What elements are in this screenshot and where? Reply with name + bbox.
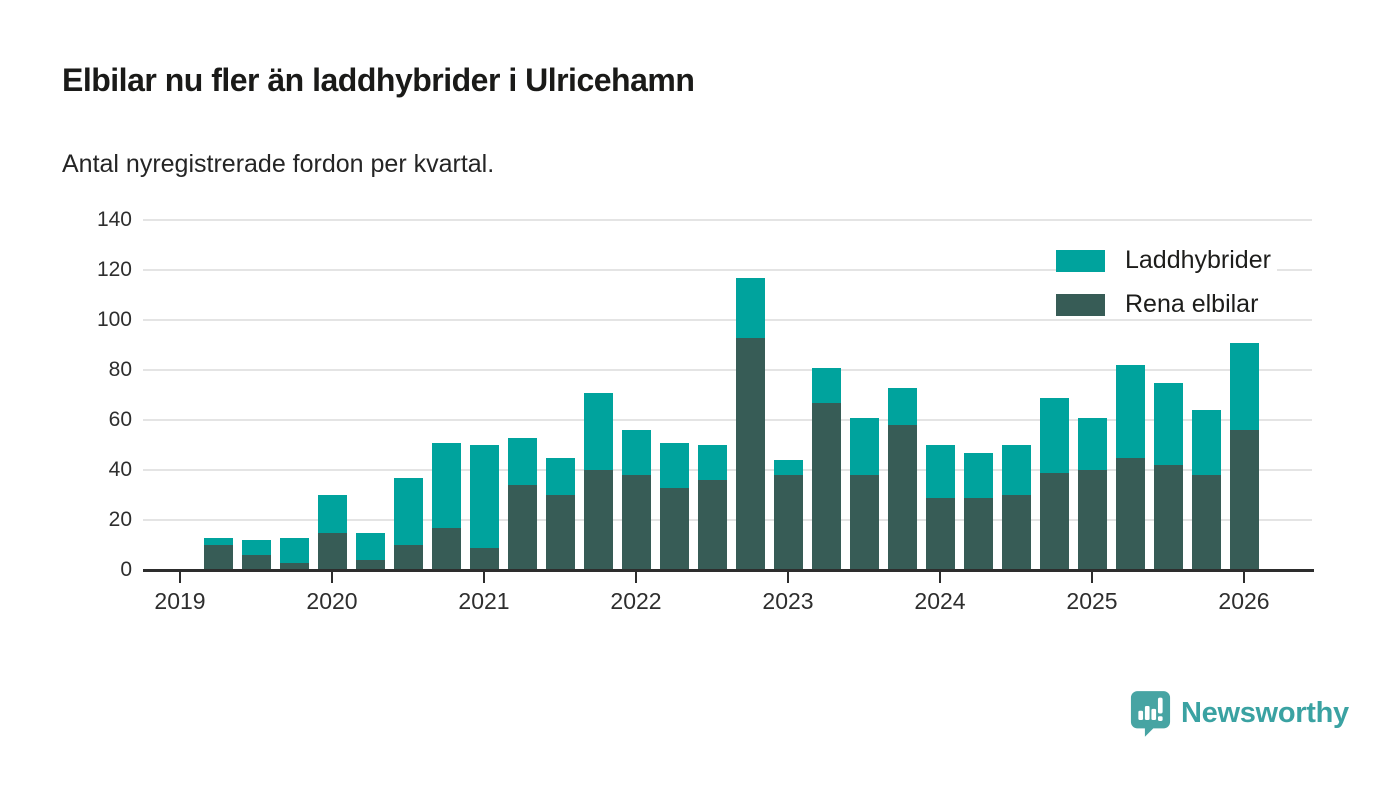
- bar-laddhybrider: [1154, 383, 1183, 466]
- x-axis-tick-label: 2022: [596, 588, 676, 615]
- bar-rena-elbilar: [622, 475, 651, 570]
- y-gridline: [143, 219, 1312, 221]
- bar-rena-elbilar: [736, 338, 765, 571]
- bar-laddhybrider: [432, 443, 461, 528]
- x-axis-tick: [787, 572, 789, 583]
- y-axis-tick-label: 40: [60, 459, 132, 480]
- bar-rena-elbilar: [204, 545, 233, 570]
- y-axis-tick-label: 80: [60, 359, 132, 380]
- bar-rena-elbilar: [432, 528, 461, 571]
- legend-item-rena-elbilar: Rena elbilar: [1056, 290, 1277, 319]
- x-axis-tick: [635, 572, 637, 583]
- rena-elbilar-swatch-icon: [1056, 294, 1105, 316]
- bar-laddhybrider: [926, 445, 955, 498]
- x-axis-tick-label: 2024: [900, 588, 980, 615]
- bar-laddhybrider: [1192, 410, 1221, 475]
- chart-card: Elbilar nu fler än laddhybrider i Ulrice…: [0, 0, 1400, 793]
- bar-laddhybrider: [1230, 343, 1259, 431]
- bar-rena-elbilar: [698, 480, 727, 570]
- x-axis-tick-label: 2025: [1052, 588, 1132, 615]
- bar-laddhybrider: [356, 533, 385, 561]
- x-axis-tick: [939, 572, 941, 583]
- bar-laddhybrider: [622, 430, 651, 475]
- x-axis-tick-label: 2023: [748, 588, 828, 615]
- x-axis-tick: [331, 572, 333, 583]
- x-axis-tick: [179, 572, 181, 583]
- bar-rena-elbilar: [1192, 475, 1221, 570]
- bar-rena-elbilar: [508, 485, 537, 570]
- plot-area: 0 20 40 60 80 100 120 140 2019 2020 2021 2022 2023 20…: [0, 0, 1400, 793]
- x-axis-tick-label: 2020: [292, 588, 372, 615]
- bar-laddhybrider: [1002, 445, 1031, 495]
- y-axis-tick-label: 140: [60, 209, 132, 230]
- bar-laddhybrider: [660, 443, 689, 488]
- bar-laddhybrider: [850, 418, 879, 476]
- bar-laddhybrider: [964, 453, 993, 498]
- newsworthy-logo: Newsworthy: [1130, 690, 1349, 737]
- x-axis-tick-label: 2021: [444, 588, 524, 615]
- bar-laddhybrider: [242, 540, 271, 555]
- bar-rena-elbilar: [926, 498, 955, 571]
- x-axis-tick: [483, 572, 485, 583]
- bar-rena-elbilar: [888, 425, 917, 570]
- x-axis-line: [143, 569, 1314, 572]
- legend-label: Laddhybrider: [1125, 246, 1277, 275]
- bar-laddhybrider: [470, 445, 499, 548]
- bar-rena-elbilar: [394, 545, 423, 570]
- bar-rena-elbilar: [1230, 430, 1259, 570]
- x-axis-tick: [1091, 572, 1093, 583]
- bar-rena-elbilar: [812, 403, 841, 571]
- laddhybrider-swatch-icon: [1056, 250, 1105, 272]
- bar-rena-elbilar: [242, 555, 271, 570]
- bar-rena-elbilar: [584, 470, 613, 570]
- y-axis-tick-label: 120: [60, 259, 132, 280]
- bar-rena-elbilar: [850, 475, 879, 570]
- bar-rena-elbilar: [1078, 470, 1107, 570]
- x-axis-tick-label: 2019: [140, 588, 220, 615]
- bar-laddhybrider: [394, 478, 423, 546]
- newsworthy-badge-icon: [1130, 690, 1171, 737]
- bar-laddhybrider: [584, 393, 613, 471]
- x-axis-tick-label: 2026: [1204, 588, 1284, 615]
- bar-laddhybrider: [546, 458, 575, 496]
- bar-laddhybrider: [888, 388, 917, 426]
- newsworthy-wordmark: Newsworthy: [1181, 693, 1349, 734]
- bar-rena-elbilar: [774, 475, 803, 570]
- bar-laddhybrider: [698, 445, 727, 480]
- bar-laddhybrider: [1040, 398, 1069, 473]
- y-axis-tick-label: 60: [60, 409, 132, 430]
- bar-laddhybrider: [318, 495, 347, 533]
- bar-rena-elbilar: [660, 488, 689, 571]
- bar-rena-elbilar: [1002, 495, 1031, 570]
- bar-rena-elbilar: [318, 533, 347, 571]
- legend-item-laddhybrider: Laddhybrider: [1056, 246, 1277, 275]
- x-axis-tick: [1243, 572, 1245, 583]
- bar-rena-elbilar: [964, 498, 993, 571]
- bar-laddhybrider: [812, 368, 841, 403]
- y-axis-tick-label: 100: [60, 309, 132, 330]
- bar-rena-elbilar: [546, 495, 575, 570]
- y-axis-tick-label: 20: [60, 509, 132, 530]
- legend-label: Rena elbilar: [1125, 290, 1264, 319]
- bar-laddhybrider: [1116, 365, 1145, 458]
- bar-rena-elbilar: [1040, 473, 1069, 571]
- bar-laddhybrider: [204, 538, 233, 546]
- bar-rena-elbilar: [1154, 465, 1183, 570]
- y-axis-tick-label: 0: [60, 559, 132, 580]
- legend: Laddhybrider Rena elbilar: [1056, 246, 1277, 334]
- bar-rena-elbilar: [1116, 458, 1145, 571]
- bar-laddhybrider: [508, 438, 537, 486]
- bar-laddhybrider: [736, 278, 765, 338]
- bar-rena-elbilar: [470, 548, 499, 571]
- bar-laddhybrider: [774, 460, 803, 475]
- bar-laddhybrider: [280, 538, 309, 563]
- bar-laddhybrider: [1078, 418, 1107, 471]
